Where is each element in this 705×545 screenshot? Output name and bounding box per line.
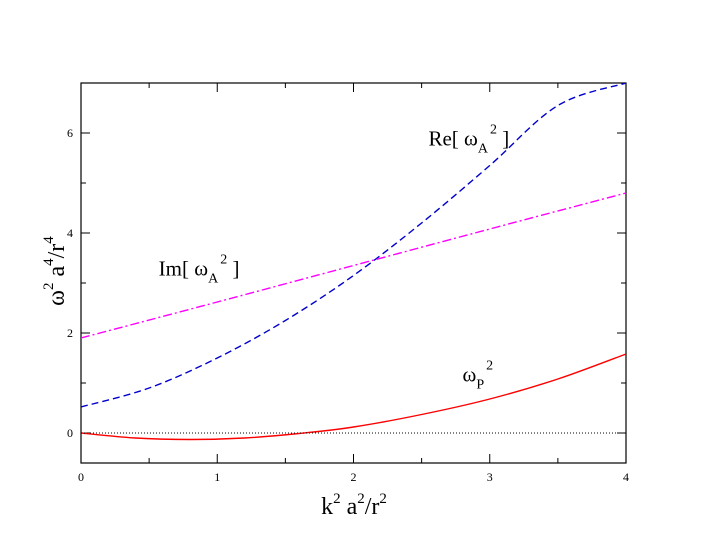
x-tick-label: 3 xyxy=(487,470,493,484)
y-tick-label: 4 xyxy=(67,226,73,240)
annotation-p: ωP2 xyxy=(463,359,494,393)
y-axis-title: ω2 a4/r4 xyxy=(41,236,70,306)
x-title-sup2: 2 xyxy=(357,491,365,507)
annotations-group: Re[ ωA2 ] Im[ ωA2 ] ωP2 xyxy=(159,123,510,393)
y-tick-label: 0 xyxy=(67,426,73,440)
x-title-mid: a xyxy=(341,494,358,520)
annotation-re: Re[ ωA2 ] xyxy=(428,123,509,157)
x-tick-label: 0 xyxy=(78,470,84,484)
x-axis-title: k2 a2/r2 xyxy=(321,491,387,520)
x-tick-label: 4 xyxy=(623,470,629,484)
x-title-tail: /r xyxy=(365,494,380,520)
series-line-re xyxy=(81,83,626,408)
series-line-im xyxy=(81,192,626,339)
axis-ticks: 0 1 2 3 4 0 2 4 6 xyxy=(67,83,629,484)
y-title-base: ω xyxy=(44,290,70,306)
x-tick-label: 1 xyxy=(214,470,220,484)
annotation-im: Im[ ωA2 ] xyxy=(159,253,240,287)
series-group xyxy=(81,83,626,441)
x-title-sup3: 2 xyxy=(379,491,387,507)
y-title-tail: /r xyxy=(44,244,70,259)
x-title-base: k xyxy=(321,494,333,520)
x-tick-label: 2 xyxy=(351,470,357,484)
x-title-sup1: 2 xyxy=(333,491,341,507)
y-tick-label: 2 xyxy=(67,326,73,340)
y-tick-label: 6 xyxy=(67,126,73,140)
series-line-p xyxy=(81,353,626,441)
y-title-sup2: 4 xyxy=(41,258,57,266)
y-title-sup1: 2 xyxy=(41,283,57,291)
y-title-mid: a xyxy=(44,266,70,283)
y-title-sup3: 4 xyxy=(41,236,57,244)
